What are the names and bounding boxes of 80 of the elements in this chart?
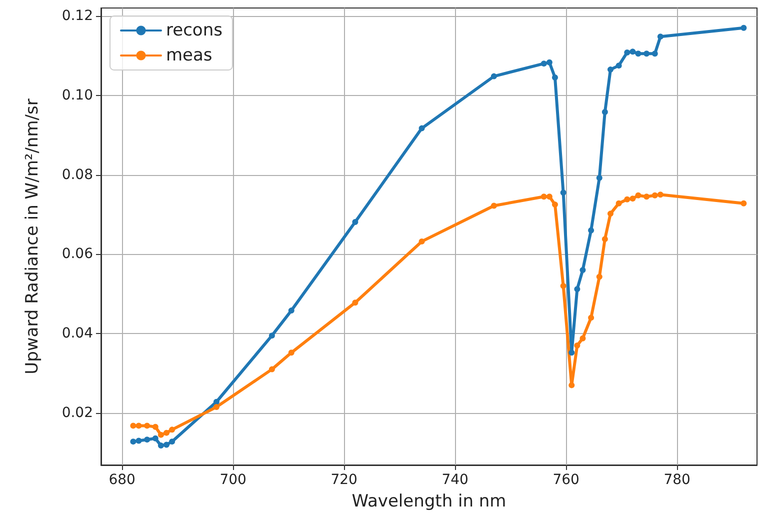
y-tick-label: 0.12	[62, 8, 93, 24]
point	[630, 48, 636, 55]
point	[152, 424, 158, 430]
point	[596, 174, 602, 181]
point	[574, 286, 580, 292]
point	[213, 398, 220, 405]
point	[616, 62, 622, 69]
point	[574, 342, 580, 348]
point	[152, 435, 158, 442]
point	[635, 192, 642, 198]
legend-label: recons	[166, 20, 223, 40]
point	[163, 442, 170, 448]
point	[588, 314, 594, 321]
y-axis-title: Upward Radiance in W/m²/nm/sr	[22, 98, 42, 374]
y-tick-label: 0.04	[62, 326, 94, 342]
point	[288, 350, 294, 356]
x-tick-label: 780	[664, 472, 690, 488]
point	[163, 430, 170, 436]
point	[602, 109, 608, 116]
point	[169, 426, 176, 433]
point	[607, 66, 614, 73]
point	[644, 194, 650, 200]
point	[418, 125, 425, 132]
point	[588, 227, 594, 234]
y-tick-label: 0.02	[62, 404, 93, 421]
point	[490, 202, 497, 209]
point	[560, 190, 566, 196]
point	[130, 422, 136, 429]
point	[552, 202, 558, 208]
point	[596, 274, 602, 280]
point	[616, 200, 622, 206]
point	[624, 196, 630, 202]
point	[568, 382, 575, 388]
point	[657, 34, 664, 40]
point	[635, 50, 642, 57]
point	[169, 438, 176, 445]
point	[288, 308, 294, 314]
y-tick-label: 0.08	[62, 166, 93, 183]
x-axis-title: Wavelength in nm	[352, 492, 506, 512]
point	[568, 350, 575, 356]
point	[213, 404, 220, 410]
point	[268, 366, 275, 372]
point	[144, 422, 150, 429]
point	[657, 192, 664, 198]
point	[130, 438, 136, 445]
y-tick-label: 0.06	[62, 246, 94, 262]
point	[740, 200, 747, 206]
point	[546, 194, 552, 200]
point	[740, 24, 747, 31]
point	[268, 332, 275, 339]
point	[540, 60, 547, 67]
point	[630, 196, 636, 202]
point	[546, 59, 552, 66]
point	[552, 74, 558, 80]
point	[652, 50, 658, 57]
point	[607, 210, 614, 217]
point	[352, 300, 358, 306]
x-tick-label: 700	[220, 472, 246, 488]
point	[144, 436, 150, 443]
point	[352, 219, 358, 226]
x-tick-label: 680	[108, 472, 136, 488]
point	[580, 267, 586, 274]
x-tick-label: 740	[442, 472, 468, 488]
x-tick-label: 720	[330, 472, 358, 488]
point	[158, 432, 164, 438]
point	[136, 438, 142, 444]
legend-label: meas	[166, 46, 212, 66]
point	[580, 335, 586, 342]
point	[158, 442, 164, 449]
point	[644, 50, 650, 57]
point	[490, 73, 497, 80]
x-tick-label: 760	[552, 472, 580, 488]
point	[418, 238, 425, 244]
point	[540, 194, 547, 200]
y-tick-label: 0.10	[62, 87, 93, 104]
point	[602, 236, 608, 242]
point	[652, 192, 658, 198]
point	[624, 49, 630, 56]
point	[136, 422, 142, 429]
point	[560, 282, 566, 289]
